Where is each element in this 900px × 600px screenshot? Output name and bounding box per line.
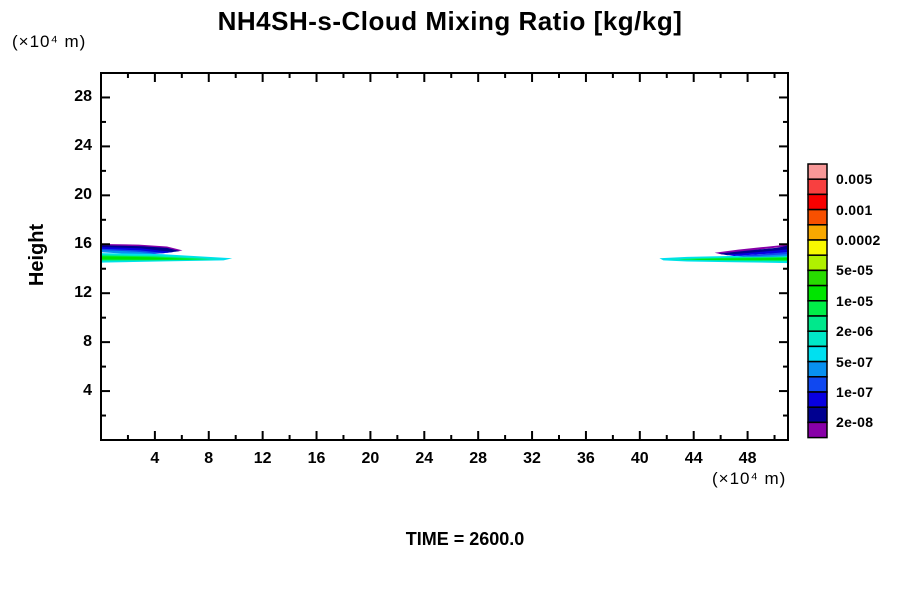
colorbar-label-2e-08: 2e-08 [836,414,874,431]
y-tick-label-28: 28 [74,88,92,106]
colorbar-cell-16 [807,406,828,424]
x-tick-label-44: 44 [684,450,703,467]
colorbar-cell-15 [807,391,828,408]
colorbar-cell-6 [807,254,828,272]
x-tick-label-20: 20 [361,450,380,467]
x-tick-label-12: 12 [253,450,272,467]
contour-band-right-cloud-2e-07 [726,249,788,256]
y-tick-label-4: 4 [83,382,92,400]
colorbar-label-0.001: 0.001 [836,201,873,218]
colorbar-cell-11 [807,330,828,348]
y-tick-label-20: 20 [74,186,92,204]
x-tick-label-16: 16 [307,450,326,467]
x-tick-label-8: 8 [204,450,214,467]
colorbar-label-2e-06: 2e-06 [836,323,874,340]
colorbar-label-5e-07: 5e-07 [836,353,874,370]
colorbar-label-0.005: 0.005 [836,171,873,188]
colorbar-label-1e-07: 1e-07 [836,384,874,400]
colorbar-cell-14 [807,376,828,393]
y-tick-label-16: 16 [74,235,92,253]
x-tick-label-36: 36 [577,450,595,467]
y-tick-label-24: 24 [74,137,92,155]
colorbar-label-0.0002: 0.0002 [836,232,881,248]
colorbar-cell-3 [807,208,828,226]
colorbar-cell-13 [807,360,828,378]
contour-band-left-deck-1e-05 [101,256,194,260]
contour-band-right-cloud-fringe-2e-08 [714,244,788,255]
contour-band-right-cloud-1e-06 [746,254,788,258]
contour-band-right-deck-1e-05 [691,258,788,260]
contour-band-right-cloud-5e-07 [735,251,788,257]
x-tick-label-32: 32 [523,450,541,467]
colorbar-cell-0 [807,163,828,180]
contour-band-right-cloud-1e-07 [718,245,788,256]
y-tick-label-12: 12 [74,284,92,302]
x-tick-label-24: 24 [415,450,434,467]
colorbar-cell-1 [807,178,828,196]
plot-frame [100,72,789,441]
x-axis-unit-label: (×10⁴ m) [712,469,787,488]
y-axis-unit-label: (×10⁴ m) [12,32,87,51]
colorbar-cell-10 [807,315,828,332]
colorbar-cell-12 [807,345,828,363]
colorbar-cell-4 [807,224,828,241]
contour-band-left-cloud-5e-07 [101,248,165,255]
x-tick-label-40: 40 [630,450,649,467]
colorbar-cell-9 [807,300,828,317]
colorbar-label-5e-05: 5e-05 [836,262,874,279]
x-tick-label-4: 4 [150,450,160,467]
chart-title: NH4SH-s-Cloud Mixing Ratio [kg/kg] [217,6,683,36]
contour-band-left-cloud-1e-06 [101,250,157,255]
contour-band-left-cloud-2e-07 [101,247,174,254]
x-tick-label-28: 28 [469,450,488,467]
colorbar-cell-2 [807,193,828,211]
colorbar-cell-17 [807,421,828,439]
colorbar-cell-5 [807,239,828,256]
colorbar-label-1e-05: 1e-05 [836,292,874,309]
time-label: TIME = 2600.0 [405,529,525,549]
x-tick-label-48: 48 [738,450,757,467]
colorbar-cell-7 [807,269,828,287]
colorbar-cell-8 [807,284,828,302]
y-tick-label-8: 8 [83,333,92,351]
